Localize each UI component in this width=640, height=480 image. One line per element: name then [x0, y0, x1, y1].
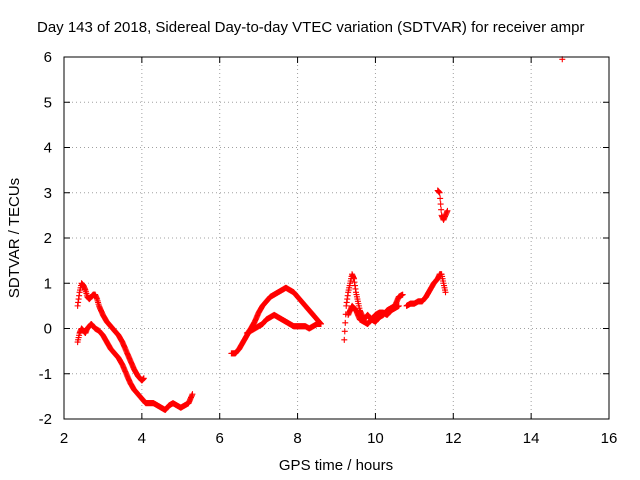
- grid-lines: [64, 57, 609, 419]
- data-point: [436, 189, 443, 196]
- data-point: [442, 289, 449, 296]
- x-tick-label: 4: [138, 430, 146, 447]
- y-tick-label: 3: [44, 185, 52, 202]
- data-point: [189, 391, 196, 398]
- y-axis-label: SDTVAR / TECUs: [6, 178, 23, 298]
- data-point: [341, 328, 348, 335]
- data-point: [437, 195, 444, 202]
- data-point: [140, 375, 147, 382]
- data-point: [437, 201, 444, 208]
- y-tick-labels: -2 -1 0 1 2 3 4 5 6: [39, 49, 52, 428]
- y-tick-label: 2: [44, 230, 52, 247]
- data-points: [74, 56, 566, 413]
- y-tick-label: -2: [39, 411, 52, 428]
- data-point: [395, 302, 402, 309]
- data-point: [399, 291, 406, 298]
- x-tick-labels: 2 4 6 8 10 12 14 16: [60, 430, 618, 447]
- data-point: [342, 319, 349, 326]
- x-tick-label: 8: [293, 430, 301, 447]
- x-axis-label: GPS time / hours: [279, 457, 393, 474]
- data-point: [444, 207, 451, 214]
- chart-title: Day 143 of 2018, Sidereal Day-to-day VTE…: [37, 19, 584, 36]
- y-tick-label: 4: [44, 140, 52, 157]
- x-tick-label: 10: [367, 430, 384, 447]
- x-tick-label: 6: [216, 430, 224, 447]
- data-point: [438, 206, 445, 213]
- y-tick-label: -1: [39, 366, 52, 383]
- y-tick-label: 1: [44, 275, 52, 292]
- y-tick-label: 0: [44, 321, 52, 338]
- x-tick-label: 2: [60, 430, 68, 447]
- data-point: [317, 320, 324, 327]
- x-tick-label: 16: [601, 430, 618, 447]
- axis-ticks: [63, 56, 610, 420]
- y-tick-label: 6: [44, 49, 52, 66]
- y-tick-label: 5: [44, 94, 52, 111]
- x-tick-label: 14: [523, 430, 540, 447]
- data-point: [341, 336, 348, 343]
- x-tick-label: 12: [445, 430, 462, 447]
